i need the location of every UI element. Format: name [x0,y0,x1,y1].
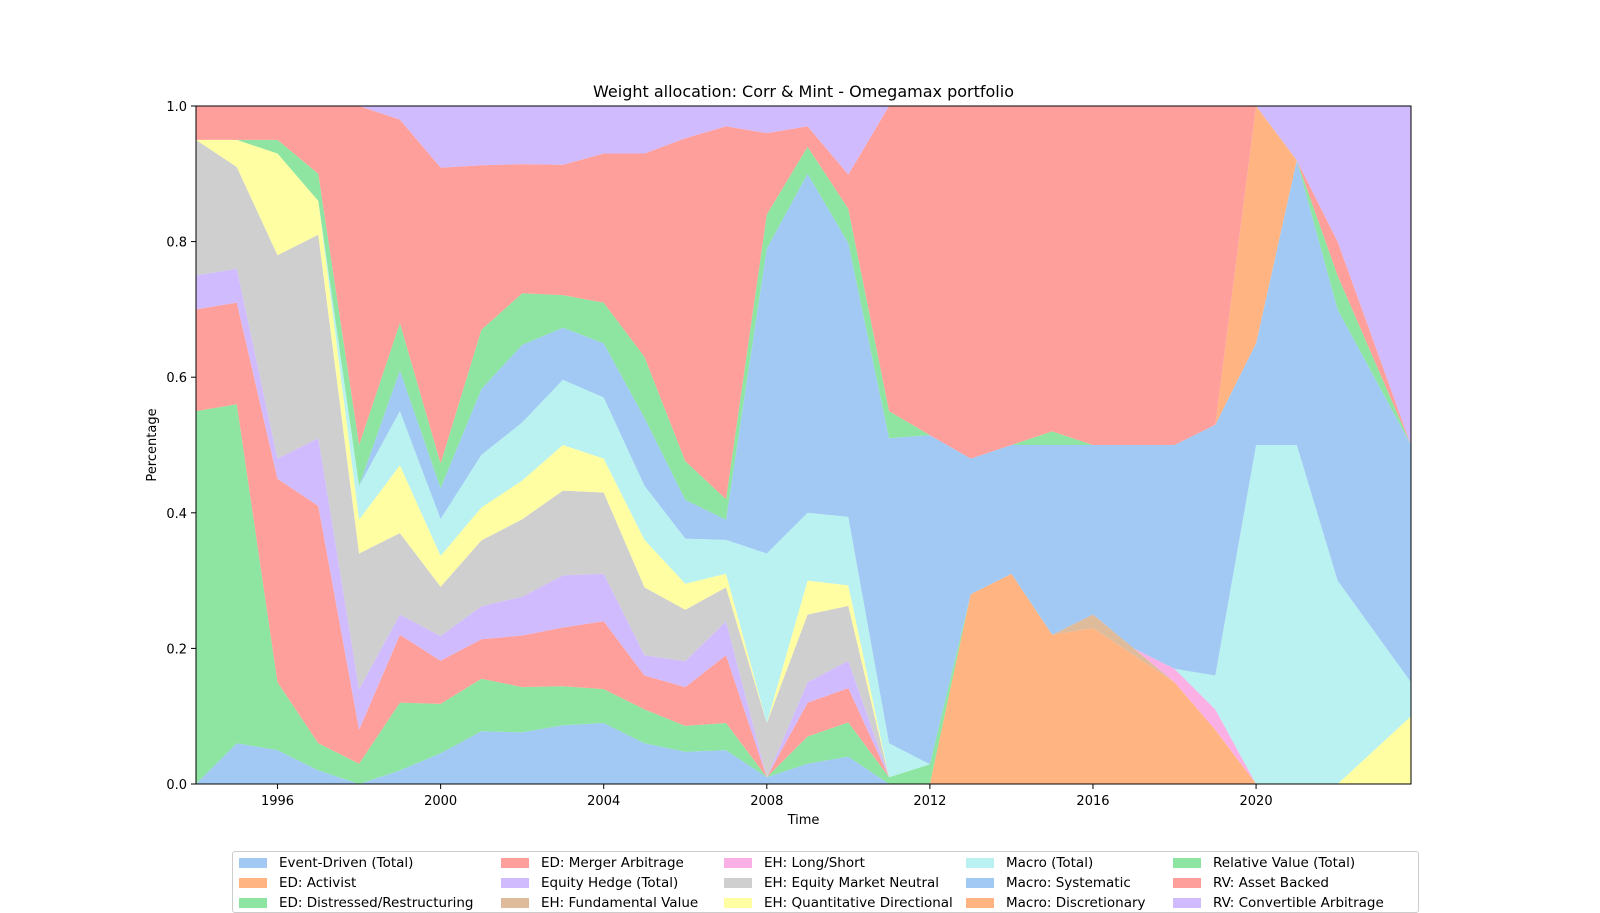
legend-label: EH: Quantitative Directional [764,895,953,911]
legend-label: Macro (Total) [1006,855,1094,871]
legend-label: Relative Value (Total) [1213,855,1356,871]
legend-swatch [501,878,529,888]
area-series-14 [196,106,1411,445]
x-tick-label: 2016 [1076,794,1109,809]
legend-label: ED: Activist [279,875,357,891]
y-axis: 0.0 0.2 0.4 0.6 0.8 1.0 [166,100,196,793]
x-tick-label: 2012 [913,794,946,809]
area-series-7 [196,139,1411,784]
legend-label: Macro: Systematic [1006,875,1131,891]
chart-title: Weight allocation: Corr & Mint - Omegama… [593,82,1014,101]
x-tick-label: 2008 [750,794,783,809]
legend-label: EH: Long/Short [764,855,865,871]
y-tick-label: 0.6 [166,371,187,386]
y-axis-label: Percentage [145,408,160,481]
y-tick-label: 1.0 [166,100,187,115]
chart-legend: Event-Driven (Total) ED: Activist ED: Dist… [232,851,1419,913]
legend-label: RV: Asset Backed [1213,875,1329,891]
legend-swatch [966,878,994,888]
x-axis-label: Time [787,813,820,828]
plot-frame [195,105,1412,785]
x-tick-label: 2020 [1240,794,1273,809]
legend-label: ED: Distressed/Restructuring [279,895,474,911]
area-series-10 [196,139,1411,765]
y-tick-label: 0.8 [166,236,187,251]
area-series-13 [196,106,1411,500]
legend-label: ED: Merger Arbitrage [541,855,684,871]
legend-label: EH: Equity Market Neutral [764,875,940,891]
legend-swatch [724,878,752,888]
area-series-8 [196,139,1411,784]
legend-swatch [239,858,267,868]
area-series-0 [196,723,1411,784]
y-tick-label: 0.0 [166,778,187,793]
legend-swatch [1173,878,1201,888]
legend-swatch [1173,858,1201,868]
legend-swatch [724,858,752,868]
y-tick-label: 0.4 [166,507,187,522]
legend-swatch [239,878,267,888]
area-series-1 [196,573,1411,784]
area-series-9 [196,139,1411,784]
area-series-group [196,106,1411,784]
x-tick-label: 1996 [261,794,294,809]
x-tick-label: 2004 [587,794,620,809]
area-series-2 [196,404,1411,784]
legend-label: Event-Driven (Total) [279,855,414,871]
legend-swatch [966,858,994,868]
x-axis: 1996 2000 2004 2008 2012 2016 2020 [261,784,1273,809]
legend-label: Macro: Discretionary [1006,895,1146,911]
y-tick-label: 0.2 [166,642,187,657]
legend-label: Equity Hedge (Total) [541,875,679,891]
x-tick-label: 2000 [424,794,457,809]
area-series-3 [196,302,1411,784]
legend-swatch [501,858,529,868]
legend-label: RV: Convertible Arbitrage [1213,895,1384,911]
legend-label: EH: Fundamental Value [541,895,699,911]
